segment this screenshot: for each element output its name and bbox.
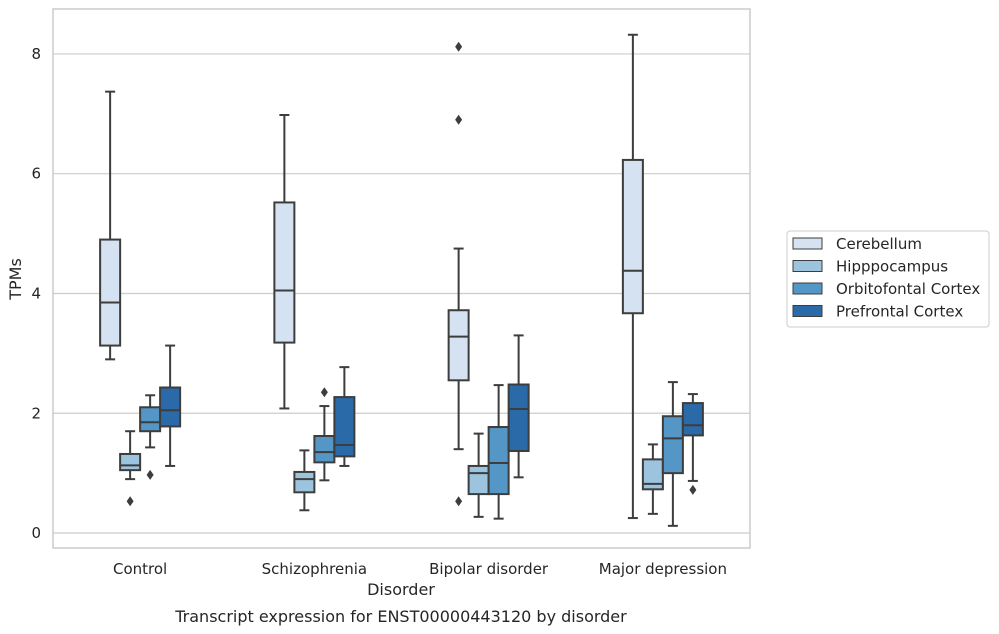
box-prefrontal-cortex-1 [333, 366, 356, 467]
outlier-point [455, 114, 463, 125]
y-axis-title: TPMs [6, 258, 25, 301]
box-body [641, 458, 664, 491]
legend-swatch [792, 260, 823, 272]
box-orbitofontal-cortex-2 [487, 384, 510, 520]
legend-label: Hipppocampus [836, 258, 948, 276]
box-body [273, 201, 296, 344]
box-body [487, 426, 510, 496]
box-body [681, 402, 704, 437]
legend: Cerebellum Hipppocampus Orbitofontal Corte… [786, 230, 990, 328]
y-tick-label: 2 [31, 404, 41, 422]
box-body [293, 470, 316, 494]
box-body [621, 158, 644, 315]
box-body [159, 386, 182, 428]
box-body [661, 415, 684, 475]
y-tick-label: 8 [31, 45, 41, 63]
box-body [333, 396, 356, 458]
box-body [119, 452, 142, 472]
legend-label: Prefrontal Cortex [836, 303, 963, 321]
box-body [507, 383, 530, 452]
y-tick-label: 0 [31, 524, 41, 542]
box-hipppocampus-1 [293, 449, 316, 512]
box-cerebellum-1 [273, 114, 296, 410]
box-plot-marks [99, 33, 704, 527]
box-cerebellum-2 [447, 41, 470, 507]
outlier-point [146, 469, 154, 480]
box-body [313, 435, 336, 464]
outlier-point [455, 41, 463, 52]
box-body [447, 309, 470, 382]
x-tick-label: Schizophrenia [262, 560, 367, 578]
box-prefrontal-cortex-2 [507, 334, 530, 479]
box-body [139, 406, 162, 433]
x-tick-label: Major depression [599, 560, 727, 578]
legend-label: Cerebellum [836, 235, 922, 253]
outlier-point [126, 496, 134, 507]
chart-caption: Transcript expression for ENST0000044312… [174, 607, 627, 626]
plot-area-frame [52, 8, 751, 549]
legend-swatch [792, 305, 823, 317]
y-tick-labels: 0 2 4 6 8 [31, 45, 41, 542]
outlier-point [455, 496, 463, 507]
box-orbitofontal-cortex-3 [661, 381, 684, 527]
legend-swatch [792, 237, 823, 250]
box-prefrontal-cortex-0 [159, 344, 182, 467]
box-body [99, 238, 122, 347]
box-hipppocampus-2 [467, 432, 490, 518]
box-cerebellum-0 [99, 90, 122, 361]
box-prefrontal-cortex-3 [681, 393, 704, 495]
box-cerebellum-3 [621, 33, 644, 520]
box-orbitofontal-cortex-0 [139, 394, 162, 480]
box-hipppocampus-0 [119, 430, 142, 507]
legend-swatch [792, 282, 823, 295]
legend-label: Orbitofontal Cortex [836, 280, 980, 298]
outlier-point [320, 387, 328, 398]
y-tick-label: 6 [31, 165, 41, 183]
outlier-point [689, 484, 697, 495]
box-orbitofontal-cortex-1 [313, 387, 336, 482]
x-axis-title: Disorder [367, 580, 435, 599]
x-tick-label: Control [113, 560, 167, 578]
y-tick-label: 4 [31, 284, 41, 302]
x-tick-label: Bipolar disorder [429, 560, 549, 578]
box-hipppocampus-3 [641, 443, 664, 515]
box-body [467, 464, 490, 496]
legend-frame [786, 230, 990, 328]
x-tick-labels: Control Schizophrenia Bipolar disorder Majo… [113, 560, 727, 578]
